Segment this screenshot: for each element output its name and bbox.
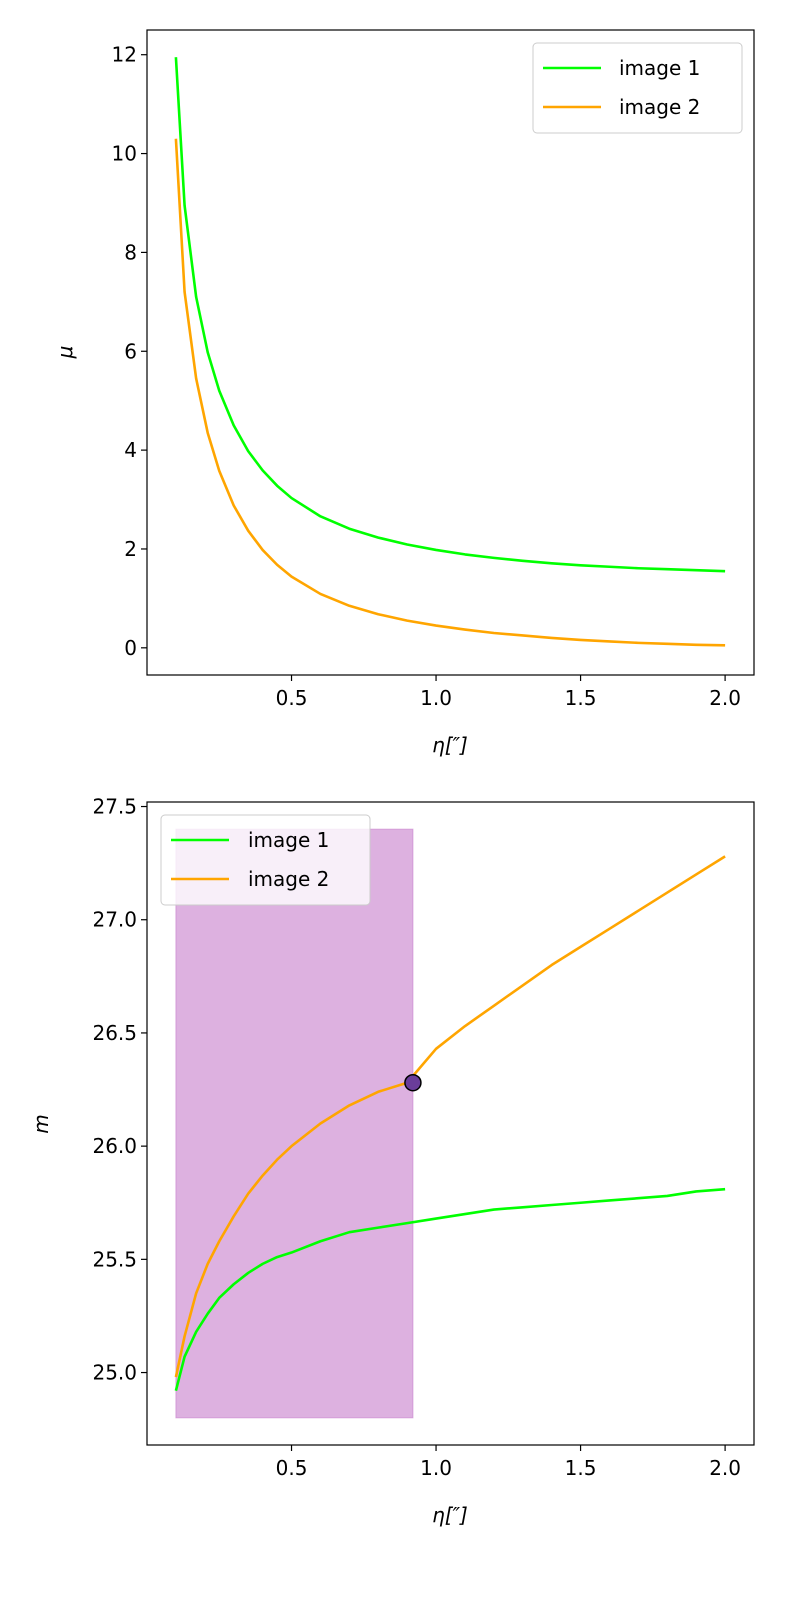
magnitude-x-tick-label: 2.0 [709, 1456, 741, 1480]
magnitude-shaded-region [175, 828, 414, 1419]
magnitude-y-tick-label: 26.0 [92, 1134, 137, 1158]
magnitude-y-tick-label: 25.5 [92, 1247, 137, 1271]
magnitude-panel: 0.5 1.0 1.5 2.0 25.0 25.5 26.0 26.5 27.0 27.5 η[… [29, 795, 755, 1527]
magnitude-intersection-marker [404, 1073, 422, 1092]
mu-y-tick-label: 10 [112, 142, 137, 166]
magnitude-x-tick-label: 1.0 [420, 1456, 452, 1480]
magnitude-y-axis-label: m [29, 1114, 53, 1133]
magnitude-legend-label-image-1: image 1 [248, 828, 329, 852]
mu-y-tick-label: 0 [124, 636, 137, 660]
mu-x-tick-label: 1.0 [420, 686, 452, 710]
magnitude-series-image-2 [174, 855, 726, 1378]
magnitude-series-image-1 [174, 1187, 726, 1391]
magnitude-x-axis-label: η[″] [432, 1503, 468, 1527]
magnitude-y-tick-label: 27.0 [92, 908, 137, 932]
mu-legend-box [532, 42, 743, 134]
magnitude-legend: image 1 image 2 [160, 814, 371, 906]
magnitude-y-tick-label: 26.5 [92, 1021, 137, 1045]
mu-x-axis-label: η[″] [432, 733, 468, 757]
mu-series-image-2 [174, 138, 726, 647]
magnitude-x-tick-label: 1.5 [565, 1456, 597, 1480]
mu-y-tick-label: 4 [124, 438, 137, 462]
magnitude-y-tick-label: 27.5 [92, 795, 137, 819]
magnitude-plot-frame [146, 801, 755, 1446]
magnitude-y-tick-label: 25.0 [92, 1361, 137, 1385]
mu-panel: 0.5 1.0 1.5 2.0 0 2 4 6 8 10 12 η[″] μ image 1 im… [53, 29, 755, 757]
mu-y-tick-label: 6 [124, 339, 137, 363]
mu-plot-frame [146, 29, 755, 676]
magnitude-legend-label-image-2: image 2 [248, 867, 329, 891]
mu-legend-label-image-2: image 2 [619, 95, 700, 119]
magnitude-x-tick-label: 0.5 [276, 1456, 308, 1480]
mu-x-tick-label: 1.5 [565, 686, 597, 710]
mu-y-tick-label: 8 [124, 240, 137, 264]
magnitude-legend-box [160, 814, 371, 906]
mu-x-tick-label: 2.0 [709, 686, 741, 710]
mu-series-image-1 [174, 57, 726, 573]
mu-legend-label-image-1: image 1 [619, 56, 700, 80]
mu-y-tick-label: 12 [112, 43, 137, 67]
mu-y-axis-label: μ [53, 346, 77, 360]
mu-legend: image 1 image 2 [532, 42, 743, 134]
mu-x-tick-label: 0.5 [276, 686, 308, 710]
mu-y-tick-label: 2 [124, 537, 137, 561]
